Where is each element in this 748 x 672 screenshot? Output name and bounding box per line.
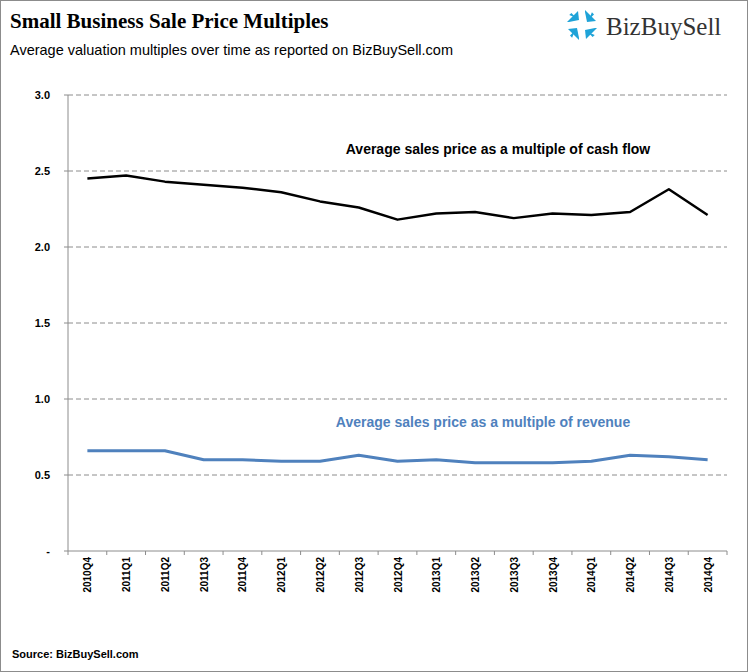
plot-area [87,176,707,463]
subtitle: Average valuation multiples over time as… [10,42,453,58]
x-tick-label: 2013Q4 [548,557,559,593]
title: Small Business Sale Price Multiples [10,9,329,33]
x-tick [610,551,611,555]
x-tick-label: 2014Q4 [703,557,714,593]
x-tick [533,551,534,555]
x-tick-label: 2010Q4 [82,557,93,593]
y-tick-label: 1.5 [35,317,50,329]
x-tick [300,551,301,555]
x-tick-label: 2013Q3 [509,557,520,593]
series-label: Average sales price as a multiple of rev… [336,414,631,430]
y-tick [64,171,68,172]
chart-border [1,1,748,672]
y-tick-label: - [46,545,50,557]
grid-line [68,399,727,400]
series-label: Average sales price as a multiple of cas… [346,141,651,157]
x-tick [106,551,107,555]
x-tick [494,551,495,555]
y-tick-label: 3.0 [35,89,50,101]
x-tick-label: 2011Q4 [237,557,248,592]
logo-petal [570,31,577,38]
x-axis [68,551,727,552]
x-tick-label: 2012Q3 [354,557,365,593]
logo-petal [568,28,579,40]
x-tick [727,551,728,555]
logo-petal [567,11,579,22]
series-line [87,176,707,220]
x-tick-label: 2012Q4 [393,557,404,593]
x-tick-label: 2014Q3 [664,557,675,593]
x-tick [688,551,689,555]
source: Source: BizBuySell.com [12,648,139,660]
series-line [87,451,707,463]
x-tick-label: 2011Q2 [160,557,171,592]
grid-line [68,475,727,476]
grid-line [68,95,727,96]
y-tick-label: 0.5 [35,469,50,481]
chart: Small Business Sale Price Multiples Avera… [0,0,748,672]
x-tick-label: 2012Q1 [276,557,287,593]
logo-text: BizBuySell [606,13,721,40]
x-tick [223,551,224,555]
x-tick [261,551,262,555]
x-tick-label: 2012Q2 [315,557,326,593]
y-tick [64,247,68,248]
y-tick-label: 1.0 [35,393,50,405]
x-tick-label: 2011Q1 [121,557,132,592]
x-tick [378,551,379,555]
x-tick [145,551,146,555]
x-tick-label: 2014Q2 [625,557,636,593]
y-tick-label: 2.5 [35,165,50,177]
x-tick [184,551,185,555]
x-tick [649,551,650,555]
y-tick [64,475,68,476]
logo-icon [567,10,597,40]
logo-petal [569,13,576,20]
x-tick [68,551,69,555]
x-tick [455,551,456,555]
logo-petal [588,30,595,37]
logo-petal [585,28,597,39]
x-tick-label: 2011Q3 [199,557,210,592]
y-tick [64,95,68,96]
x-tick [571,551,572,555]
grid-line [68,323,727,324]
y-tick [64,551,68,552]
x-tick-label: 2014Q1 [586,557,597,593]
x-tick [416,551,417,555]
y-axis [68,95,69,551]
logo-petal [585,10,596,22]
y-tick-label: 2.0 [35,241,50,253]
logo-petal [587,12,594,19]
x-tick-label: 2013Q2 [470,557,481,593]
grid-line [68,171,727,172]
grid-line [68,247,727,248]
x-tick [339,551,340,555]
y-tick [64,399,68,400]
y-tick [64,323,68,324]
x-tick-label: 2013Q1 [431,557,442,593]
